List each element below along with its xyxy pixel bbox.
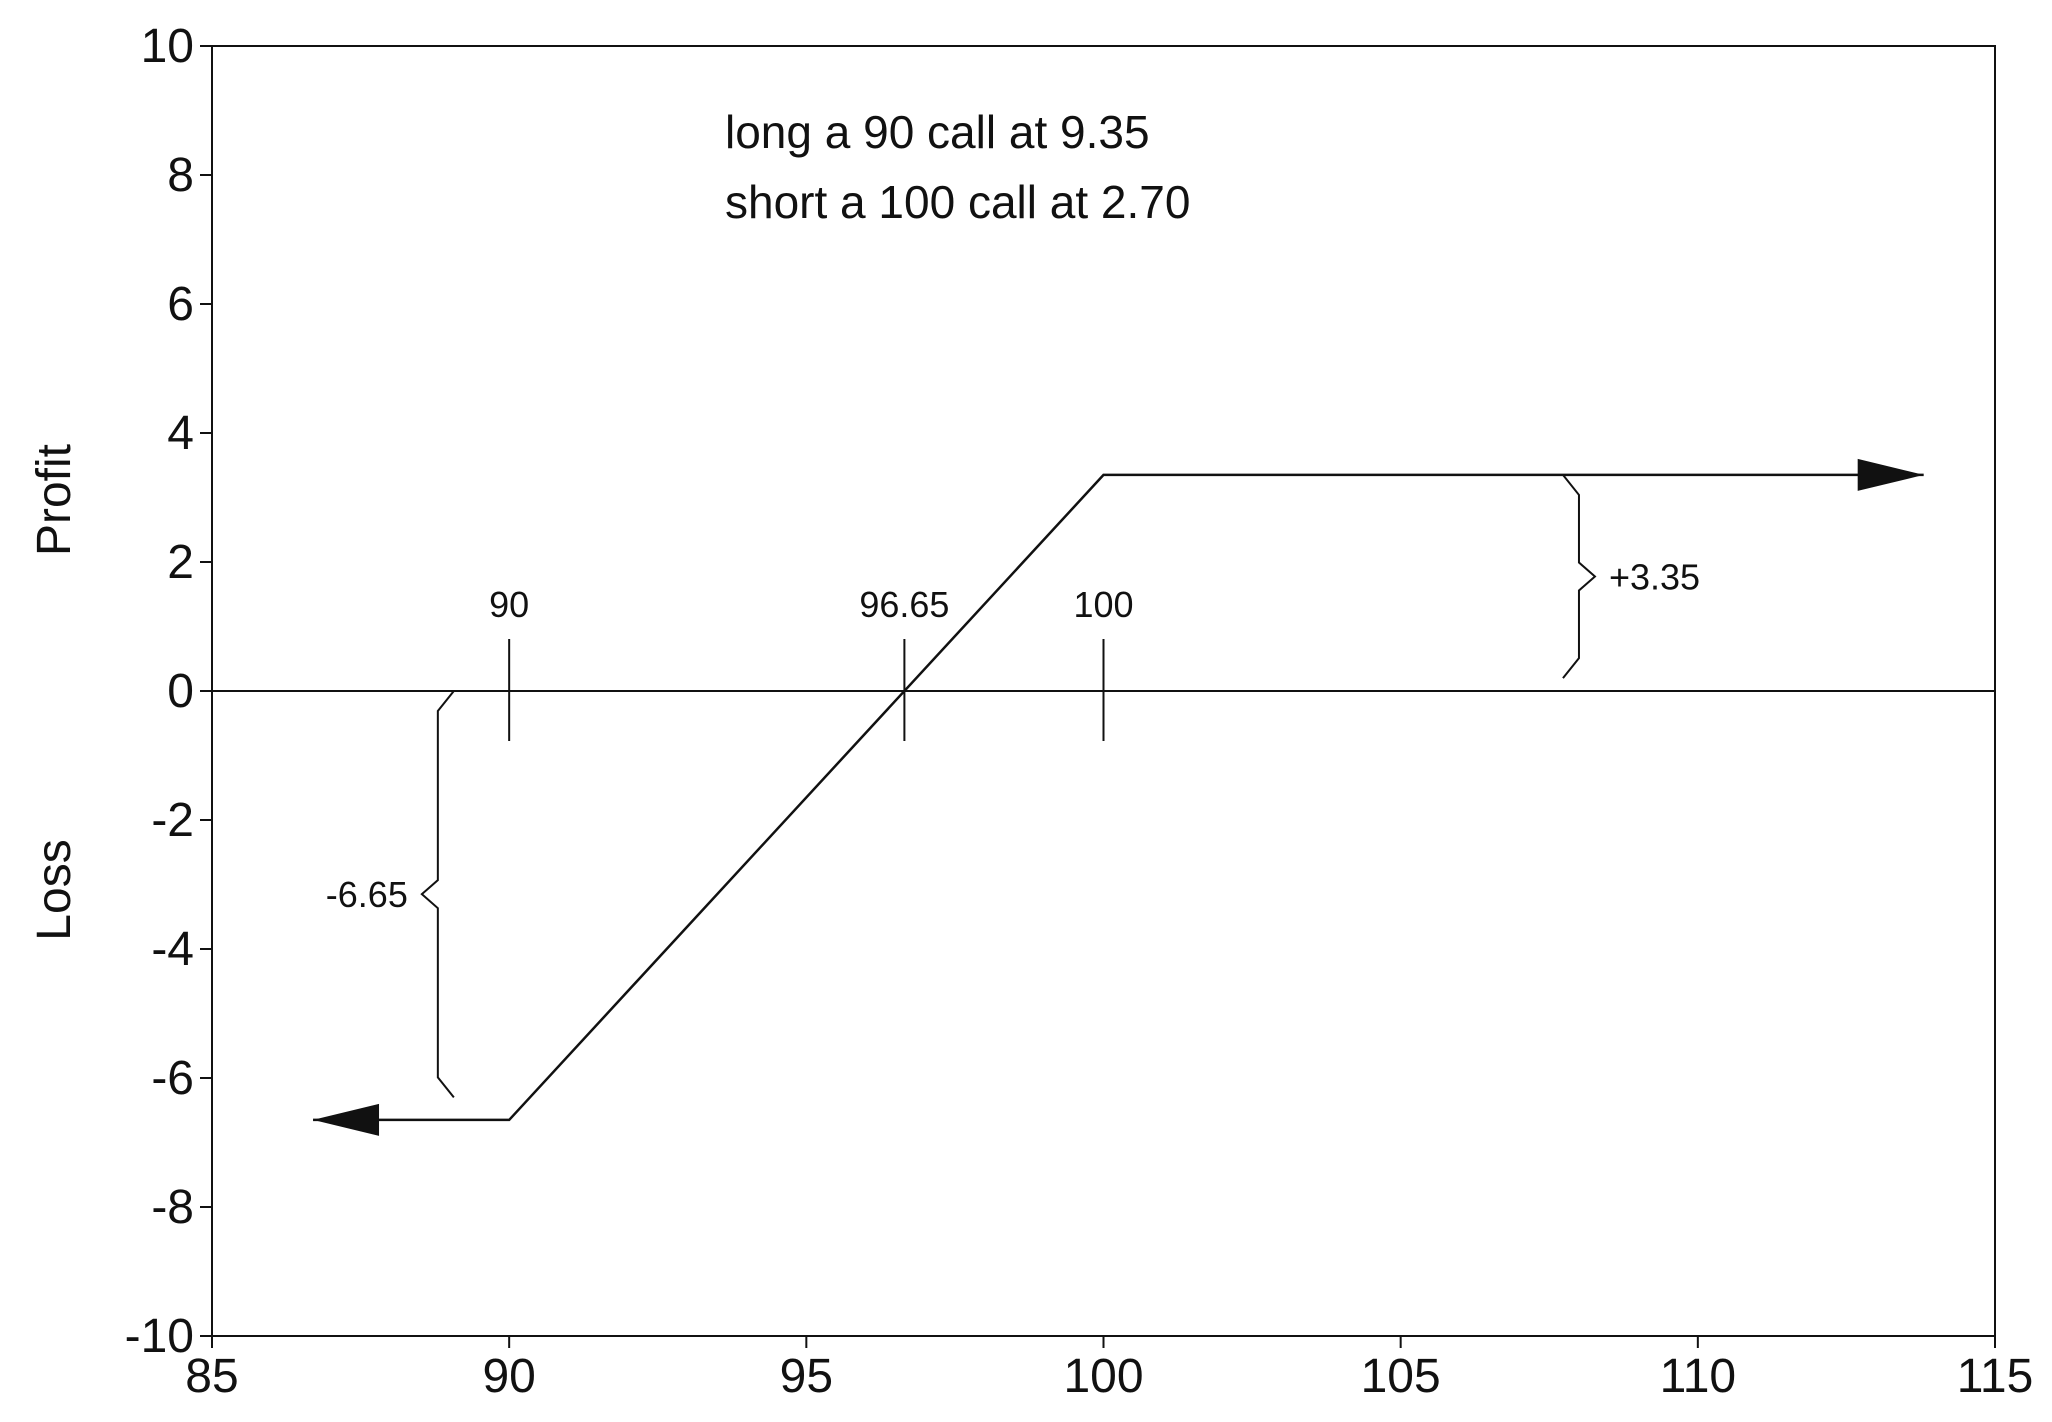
annotation-line-1: long a 90 call at 9.35 — [725, 106, 1150, 158]
x-tick-label: 110 — [1660, 1350, 1737, 1403]
y-tick-label: -2 — [151, 794, 194, 847]
arrow-head-left — [313, 1103, 380, 1136]
annotation-line-2: short a 100 call at 2.70 — [725, 176, 1190, 228]
arrow-head-right — [1857, 458, 1924, 491]
marker-label: 96.65 — [859, 584, 949, 625]
x-tick-label: 100 — [1063, 1350, 1143, 1403]
y-tick-label: -4 — [151, 923, 194, 976]
marker-label: 100 — [1073, 584, 1133, 625]
y-label-loss: Loss — [28, 839, 81, 940]
y-tick-label: -10 — [125, 1310, 194, 1363]
brace — [1562, 474, 1597, 679]
brace — [420, 690, 455, 1098]
x-tick-label: 115 — [1957, 1350, 2034, 1403]
y-tick-label: 8 — [167, 149, 194, 202]
brace-label: -6.65 — [326, 874, 408, 915]
y-tick-label: 10 — [141, 20, 194, 73]
y-tick-label: 0 — [167, 665, 194, 718]
payoff-line — [313, 473, 1924, 1122]
y-tick-label: -8 — [151, 1181, 194, 1234]
y-tick-label: -6 — [151, 1052, 194, 1105]
y-tick-label: 2 — [167, 536, 194, 589]
x-tick-label: 105 — [1361, 1350, 1441, 1403]
y-tick-label: 6 — [167, 278, 194, 331]
brace-label: +3.35 — [1609, 557, 1700, 598]
x-tick-label: 95 — [780, 1350, 833, 1403]
marker-label: 90 — [489, 584, 529, 625]
x-tick-label: 85 — [185, 1350, 238, 1403]
y-tick-label: 4 — [167, 407, 194, 460]
x-tick-label: 90 — [482, 1350, 535, 1403]
y-label-profit: Profit — [28, 444, 81, 556]
